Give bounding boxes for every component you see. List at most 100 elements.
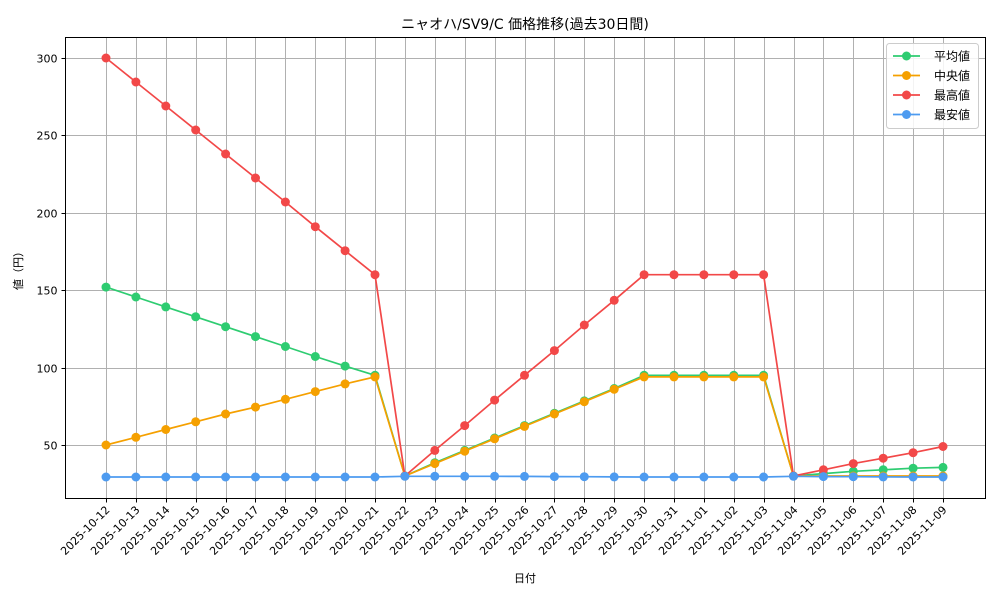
data-point bbox=[340, 472, 350, 482]
y-tick-label: 250 bbox=[37, 130, 58, 143]
data-point bbox=[729, 270, 739, 280]
data-point bbox=[251, 332, 260, 342]
data-point bbox=[549, 346, 559, 356]
data-point bbox=[101, 53, 111, 63]
data-point bbox=[191, 125, 201, 135]
data-point bbox=[310, 472, 320, 482]
data-point bbox=[460, 471, 470, 481]
data-point bbox=[280, 394, 290, 404]
y-tick-label: 200 bbox=[37, 208, 58, 221]
data-point bbox=[490, 434, 500, 444]
series-line bbox=[101, 53, 948, 481]
data-point bbox=[101, 472, 111, 482]
data-point bbox=[669, 472, 679, 482]
legend-marker-icon bbox=[902, 90, 911, 100]
data-point bbox=[878, 453, 888, 463]
data-point bbox=[131, 472, 141, 482]
data-point bbox=[938, 472, 948, 482]
data-point bbox=[878, 465, 888, 475]
data-point bbox=[430, 445, 440, 455]
data-point bbox=[310, 352, 320, 361]
data-point bbox=[549, 472, 559, 482]
data-point bbox=[609, 472, 619, 482]
data-point bbox=[131, 292, 141, 302]
data-point bbox=[848, 472, 858, 482]
data-point bbox=[340, 246, 350, 256]
data-point bbox=[370, 270, 380, 280]
data-point bbox=[221, 472, 231, 482]
data-point bbox=[101, 282, 111, 292]
data-point bbox=[699, 270, 709, 280]
data-point bbox=[699, 372, 709, 382]
data-point bbox=[191, 417, 201, 427]
legend-item-label: 中央値 bbox=[934, 68, 970, 83]
data-point bbox=[251, 173, 260, 183]
data-point bbox=[639, 372, 649, 382]
y-tick-label: 300 bbox=[37, 53, 58, 66]
y-tick-label: 100 bbox=[37, 363, 58, 376]
data-point bbox=[908, 448, 918, 458]
data-point bbox=[161, 302, 171, 312]
data-point bbox=[520, 471, 529, 481]
data-point bbox=[460, 421, 470, 431]
data-point bbox=[131, 77, 141, 87]
y-axis-label: 値（円） bbox=[12, 246, 25, 290]
data-point bbox=[699, 472, 709, 482]
data-point bbox=[848, 459, 858, 469]
x-axis-label: 日付 bbox=[514, 572, 536, 585]
x-axis-ticks: 2025-10-122025-10-132025-10-142025-10-15… bbox=[58, 498, 950, 558]
data-point bbox=[759, 472, 769, 482]
data-point bbox=[639, 472, 649, 482]
data-point bbox=[460, 446, 470, 456]
data-point bbox=[729, 372, 739, 382]
y-axis-ticks: 50 100 150 200 250 300 bbox=[37, 53, 66, 453]
chart-title: ニャオハ/SV9/C 価格推移(過去30日間) bbox=[401, 17, 649, 33]
legend-box bbox=[886, 43, 979, 129]
data-point bbox=[609, 295, 619, 305]
legend-item-label: 最安値 bbox=[934, 107, 970, 122]
data-point bbox=[221, 149, 231, 159]
legend-marker-icon bbox=[902, 71, 911, 80]
series-line bbox=[101, 471, 948, 482]
data-point bbox=[340, 361, 350, 371]
data-point bbox=[490, 471, 500, 481]
data-point bbox=[430, 471, 440, 481]
data-point bbox=[818, 472, 828, 482]
series-layer bbox=[101, 53, 948, 482]
data-point bbox=[579, 472, 589, 482]
data-point bbox=[938, 462, 948, 472]
data-point bbox=[340, 379, 350, 389]
legend-item-label: 平均値 bbox=[934, 49, 970, 64]
data-point bbox=[579, 397, 589, 407]
data-point bbox=[878, 472, 888, 482]
data-point bbox=[191, 312, 201, 322]
data-point bbox=[609, 384, 619, 394]
data-point bbox=[251, 472, 260, 482]
data-point bbox=[310, 387, 320, 397]
data-point bbox=[520, 370, 529, 380]
data-point bbox=[759, 270, 769, 280]
data-point bbox=[101, 440, 111, 450]
data-point bbox=[280, 472, 290, 482]
data-point bbox=[669, 270, 679, 280]
data-point bbox=[669, 372, 679, 382]
data-point bbox=[729, 472, 739, 482]
series-polyline bbox=[105, 286, 944, 478]
data-point bbox=[520, 421, 529, 431]
legend-marker-icon bbox=[902, 51, 911, 61]
grid-lines bbox=[65, 37, 986, 499]
data-point bbox=[191, 472, 201, 482]
data-point bbox=[908, 463, 918, 473]
data-point bbox=[280, 342, 290, 351]
legend-marker-icon bbox=[902, 110, 911, 119]
y-tick-label: 50 bbox=[44, 440, 58, 453]
data-point bbox=[759, 372, 769, 382]
data-point bbox=[430, 459, 440, 469]
data-point bbox=[161, 472, 171, 482]
data-point bbox=[221, 322, 231, 332]
y-tick-label: 150 bbox=[37, 285, 58, 298]
data-point bbox=[818, 465, 828, 475]
data-point bbox=[938, 442, 948, 451]
